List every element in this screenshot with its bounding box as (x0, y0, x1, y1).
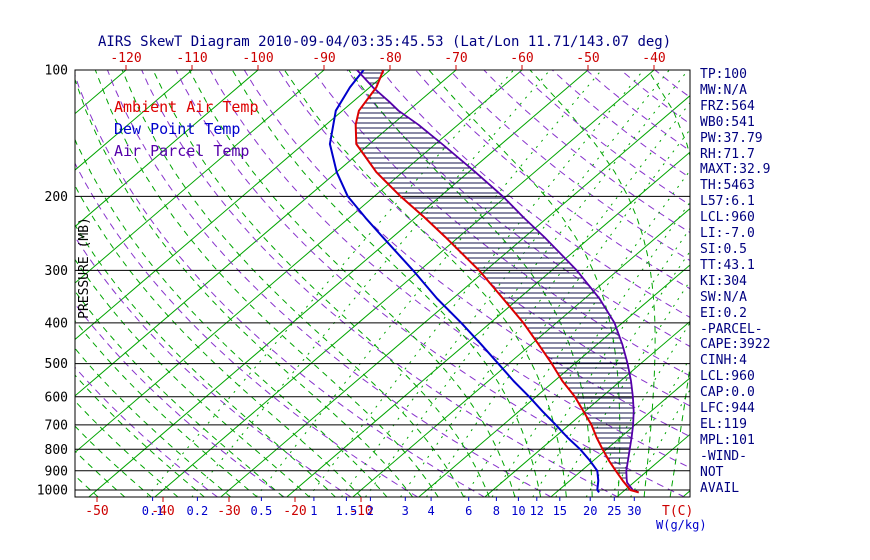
stat-line: MW:N/A (700, 82, 747, 98)
stat-line: L57:6.1 (700, 194, 755, 210)
svg-text:20: 20 (583, 504, 597, 518)
stat-line: NOT (700, 464, 724, 480)
stat-line: RH:71.7 (700, 146, 755, 162)
stat-line: WB0:541 (700, 114, 755, 130)
svg-text:8: 8 (493, 504, 500, 518)
svg-text:15: 15 (553, 504, 567, 518)
svg-text:1: 1 (310, 504, 317, 518)
svg-text:-110: -110 (176, 51, 207, 66)
stat-line: EL:119 (700, 416, 747, 432)
stat-line: AVAIL (700, 480, 740, 496)
stat-line: CAP:0.0 (700, 385, 755, 401)
svg-text:2: 2 (367, 504, 374, 518)
svg-text:500: 500 (45, 357, 68, 372)
stats-panel: TP:100 MW:N/A FRZ:564 WB0:541 PW:37.79 RH:71.… (700, 67, 770, 496)
svg-text:-70: -70 (444, 51, 467, 66)
svg-text:1000: 1000 (37, 484, 68, 499)
stat-line: MAXT:32.9 (700, 162, 771, 178)
svg-text:-30: -30 (217, 504, 240, 519)
svg-text:0.5: 0.5 (251, 504, 273, 518)
svg-text:4: 4 (427, 504, 434, 518)
stat-line: MPL:101 (700, 432, 755, 448)
axis-labels-layer: -120 -110 -100 -90 -80 -70 -60 -50 -40 -50 -40 -30 -… (37, 51, 707, 532)
legend-ambient-air-temp: Ambient Air Temp (114, 98, 259, 116)
svg-text:-20: -20 (283, 504, 306, 519)
stat-line: LCL:960 (700, 210, 755, 226)
svg-text:0.2: 0.2 (187, 504, 209, 518)
pressure-lines (74, 69, 691, 498)
cape-hatch-layer (355, 72, 634, 479)
grid-layer (75, 70, 690, 497)
svg-text:PRESSURE (MB): PRESSURE (MB) (77, 217, 92, 319)
legend-dew-point-temp: Dew Point Temp (114, 120, 241, 138)
svg-text:300: 300 (45, 264, 68, 279)
svg-text:-40: -40 (642, 51, 665, 66)
svg-text:900: 900 (45, 464, 68, 479)
stat-line: SW:N/A (700, 289, 747, 305)
legend-air-parcel-temp: Air Parcel Temp (114, 142, 250, 160)
svg-text:-50: -50 (576, 51, 599, 66)
stat-line: LFC:944 (700, 401, 755, 417)
svg-text:0.1: 0.1 (142, 504, 164, 518)
stat-line: SI:0.5 (700, 241, 747, 257)
svg-text:600: 600 (45, 390, 68, 405)
legend: Ambient Air Temp Dew Point Temp Air Parc… (114, 96, 259, 162)
stat-line: EI:0.2 (700, 305, 747, 321)
svg-text:12: 12 (530, 504, 544, 518)
svg-text:-60: -60 (510, 51, 533, 66)
stat-line: LCL:960 (700, 369, 755, 385)
svg-text:25: 25 (607, 504, 621, 518)
svg-text:-90: -90 (312, 51, 335, 66)
stat-line: TT:43.1 (700, 257, 755, 273)
stat-line: CAPE:3922 (700, 337, 771, 353)
svg-text:30: 30 (627, 504, 641, 518)
svg-text:200: 200 (45, 190, 68, 205)
svg-text:800: 800 (45, 443, 68, 458)
svg-text:-100: -100 (242, 51, 273, 66)
svg-text:10: 10 (511, 504, 525, 518)
chart-title: AIRS SkewT Diagram 2010-09-04/03:35:45.5… (98, 34, 672, 50)
stat-line: FRZ:564 (700, 98, 755, 114)
svg-text:-80: -80 (378, 51, 401, 66)
svg-text:W(g/kg): W(g/kg) (656, 518, 707, 532)
svg-text:100: 100 (45, 64, 68, 79)
svg-text:-40: -40 (151, 504, 174, 519)
stat-line: CINH:4 (700, 353, 747, 369)
stat-line: -WIND- (700, 448, 747, 464)
stat-line: LI:-7.0 (700, 226, 755, 242)
stat-line: TP:100 (700, 67, 747, 82)
svg-text:1.5: 1.5 (336, 504, 358, 518)
stat-line: PW:37.79 (700, 130, 763, 146)
svg-text:400: 400 (45, 316, 68, 331)
stat-line: -PARCEL- (700, 321, 763, 337)
svg-text:-50: -50 (85, 504, 108, 519)
svg-text:-120: -120 (110, 51, 141, 66)
svg-text:700: 700 (45, 418, 68, 433)
svg-text:3: 3 (402, 504, 409, 518)
svg-text:6: 6 (465, 504, 472, 518)
svg-text:-10: -10 (349, 504, 372, 519)
sounding-curves (328, 70, 640, 494)
stat-line: KI:304 (700, 273, 747, 289)
stat-line: TH:5463 (700, 178, 755, 194)
svg-text:T(C): T(C) (662, 504, 693, 519)
